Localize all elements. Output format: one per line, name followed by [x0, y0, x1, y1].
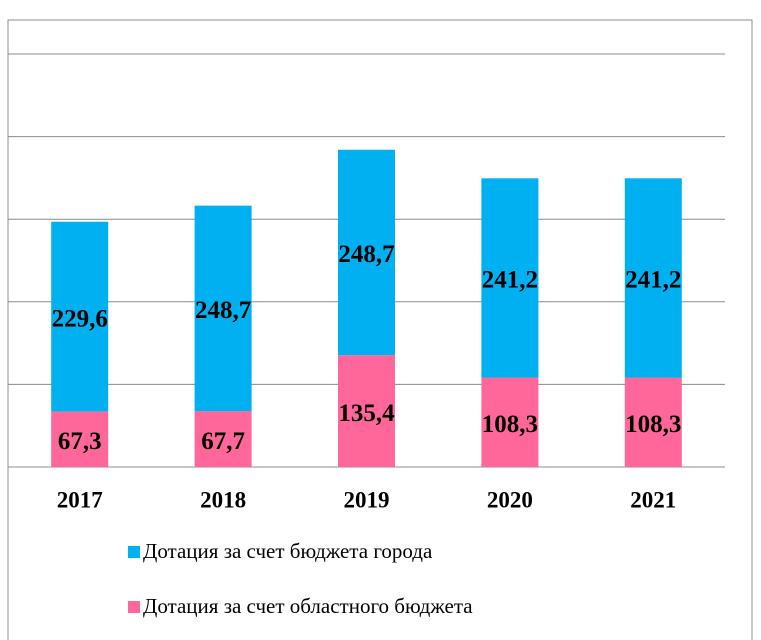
legend-label: Дотация за счет областного бюджета [143, 594, 473, 618]
data-label: 229,6 [52, 305, 108, 332]
bar-segment [624, 377, 682, 467]
x-tick-label: 2019 [344, 487, 390, 512]
data-label: 67,7 [201, 428, 245, 455]
legend-swatch [128, 601, 140, 613]
data-label: 135,4 [338, 400, 395, 427]
x-tick-label: 2018 [200, 487, 246, 512]
bar-segment [194, 411, 252, 467]
chart-border [7, 19, 753, 640]
bar-segment [51, 411, 109, 467]
bar-segment [194, 205, 252, 412]
data-label: 108,3 [625, 411, 681, 438]
x-tick-label: 2020 [487, 487, 533, 512]
data-label: 241,2 [625, 267, 681, 294]
data-label: 241,2 [482, 267, 538, 294]
x-tick-label: 2017 [57, 487, 103, 512]
legend-label: Дотация за счет бюджета города [143, 539, 433, 563]
x-tick-label: 2021 [630, 487, 676, 512]
data-label: 248,7 [195, 297, 251, 324]
bar-segment [481, 178, 539, 378]
bar-segment [481, 377, 539, 467]
data-label: 248,7 [338, 241, 394, 268]
bar-segment [624, 178, 682, 378]
data-label: 67,3 [58, 428, 102, 455]
legend-swatch [128, 546, 140, 558]
bar-segment [338, 149, 395, 356]
bar-segment [338, 355, 395, 467]
bar-segment [51, 221, 109, 412]
data-label: 108,3 [482, 411, 538, 438]
